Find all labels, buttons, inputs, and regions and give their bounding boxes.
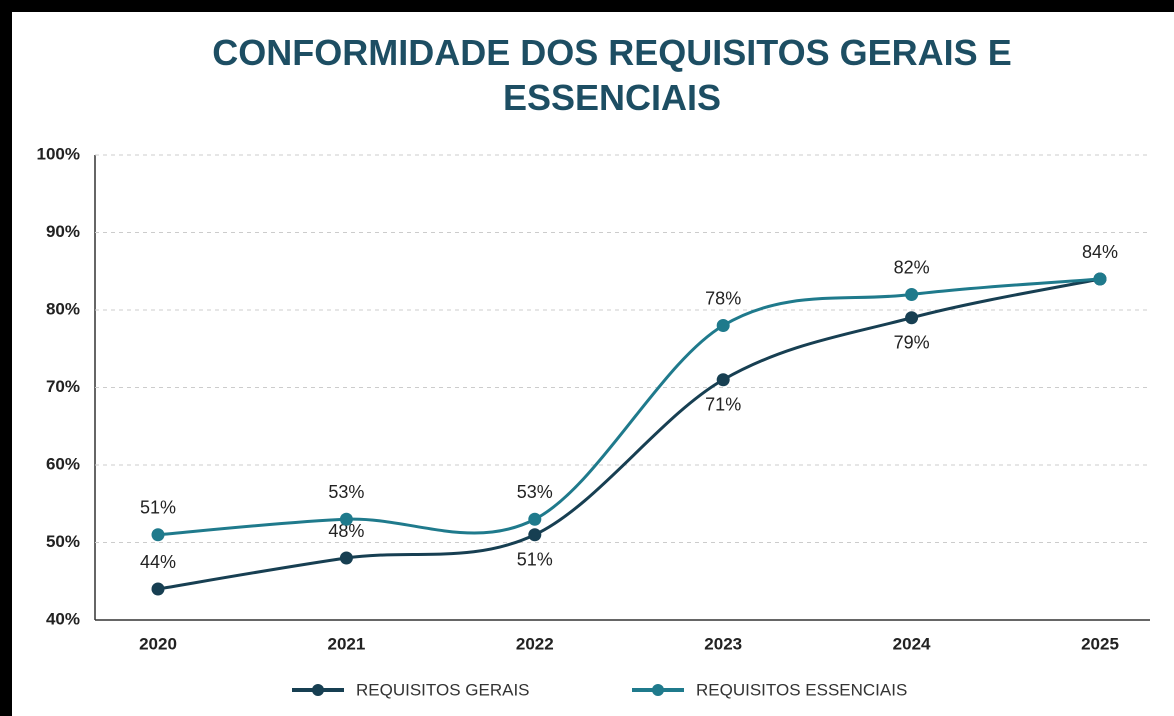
chart-title: CONFORMIDADE DOS REQUISITOS GERAIS E ESSE… bbox=[212, 32, 1011, 118]
data-point bbox=[339, 512, 353, 526]
y-tick-label: 80% bbox=[46, 299, 80, 318]
data-label: 48% bbox=[328, 521, 364, 541]
legend-label: REQUISITOS GERAIS bbox=[356, 680, 530, 699]
data-label: 78% bbox=[705, 288, 741, 308]
background bbox=[12, 12, 1174, 716]
legend-marker bbox=[652, 684, 664, 696]
data-label: 51% bbox=[140, 498, 176, 518]
x-tick-label: 2021 bbox=[327, 634, 365, 653]
legend-label: REQUISITOS ESSENCIAIS bbox=[696, 680, 907, 699]
data-label: 84% bbox=[1082, 242, 1118, 262]
x-tick-label: 2022 bbox=[516, 634, 554, 653]
data-point bbox=[905, 311, 919, 325]
data-point bbox=[528, 528, 542, 542]
data-label: 79% bbox=[894, 333, 930, 353]
legend-marker bbox=[312, 684, 324, 696]
data-point bbox=[528, 512, 542, 526]
data-point bbox=[716, 373, 730, 387]
data-label: 53% bbox=[517, 482, 553, 502]
x-tick-label: 2024 bbox=[893, 634, 931, 653]
data-point bbox=[151, 582, 165, 596]
data-label: 44% bbox=[140, 552, 176, 572]
data-label: 71% bbox=[705, 395, 741, 415]
data-point bbox=[905, 288, 919, 301]
y-tick-label: 60% bbox=[46, 454, 80, 473]
series-line bbox=[157, 277, 1101, 537]
data-label: 82% bbox=[894, 257, 930, 277]
series-line bbox=[157, 277, 1101, 591]
data-point bbox=[1093, 272, 1107, 286]
data-label: 51% bbox=[517, 550, 553, 570]
y-tick-label: 40% bbox=[46, 609, 80, 628]
data-point bbox=[339, 551, 353, 565]
data-point bbox=[716, 319, 730, 332]
y-tick-label: 100% bbox=[37, 144, 80, 163]
y-tick-label: 90% bbox=[46, 222, 80, 241]
data-label: 53% bbox=[328, 482, 364, 502]
x-tick-label: 2025 bbox=[1081, 634, 1119, 653]
y-tick-label: 70% bbox=[46, 377, 80, 396]
x-tick-label: 2020 bbox=[139, 634, 177, 653]
data-point bbox=[151, 528, 165, 542]
y-tick-label: 50% bbox=[46, 532, 80, 551]
x-tick-label: 2023 bbox=[704, 634, 742, 653]
